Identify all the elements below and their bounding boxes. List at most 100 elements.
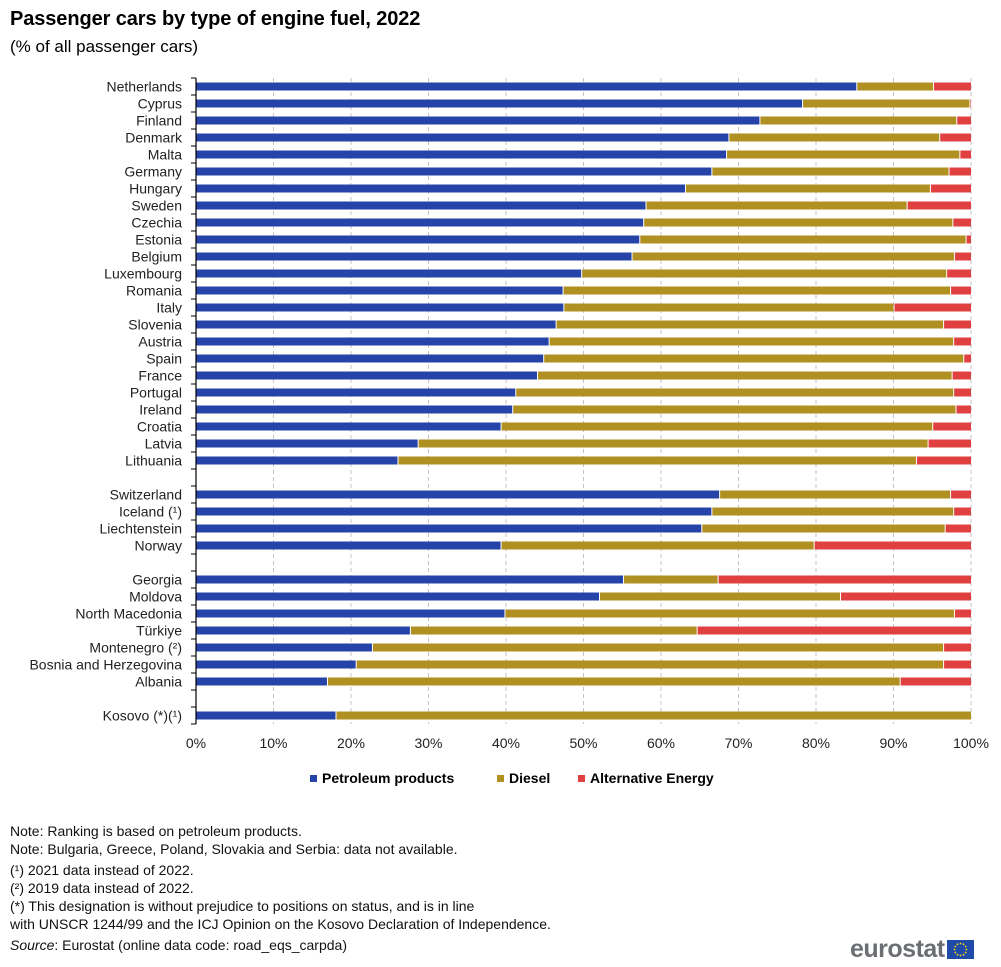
bar-alternative-energy [960, 150, 971, 159]
category-label: Italy [156, 300, 182, 316]
bar-diesel [501, 541, 814, 550]
bar-diesel [327, 677, 900, 686]
bar-alternative-energy [814, 541, 971, 550]
category-label: Denmark [125, 130, 183, 146]
flag-star [965, 948, 968, 951]
category-label: Iceland (¹) [119, 504, 182, 520]
note-missing: Note: Bulgaria, Greece, Poland, Slovakia… [10, 841, 458, 857]
category-label: Montenegro (²) [89, 640, 182, 656]
x-tick-label: 30% [414, 735, 442, 751]
bar-diesel [720, 490, 951, 499]
x-tick-label: 60% [647, 735, 675, 751]
bar-diesel [336, 711, 971, 720]
bars [196, 82, 971, 720]
eurostat-logo: eurostat [850, 935, 974, 964]
legend-swatch-petroleum [310, 774, 317, 782]
bar-petroleum-products [196, 252, 632, 261]
bar-petroleum-products [196, 82, 857, 91]
bar-petroleum-products [196, 116, 760, 125]
category-label: Sweden [131, 198, 182, 214]
category-label: Czechia [131, 215, 182, 231]
category-label: Hungary [129, 181, 182, 197]
category-label: Liechtenstein [99, 521, 182, 537]
bar-petroleum-products [196, 643, 372, 652]
bar-petroleum-products [196, 439, 418, 448]
bar-petroleum-products [196, 660, 356, 669]
category-label: Netherlands [107, 79, 183, 95]
bar-petroleum-products [196, 609, 505, 618]
notes: Note: Ranking is based on petroleum prod… [10, 822, 551, 954]
legend-swatch-alternative [578, 774, 585, 782]
category-label: Latvia [145, 436, 183, 452]
bar-diesel [505, 609, 954, 618]
bar-petroleum-products [196, 524, 702, 533]
bar-alternative-energy [930, 184, 971, 193]
category-label: Slovenia [128, 317, 182, 333]
bar-diesel [410, 626, 697, 635]
bar-diesel [372, 643, 944, 652]
flag-star [964, 951, 967, 954]
bar-diesel [556, 320, 944, 329]
bar-diesel [686, 184, 930, 193]
flag-star [962, 943, 965, 946]
bar-petroleum-products [196, 592, 599, 601]
bar-petroleum-products [196, 184, 686, 193]
bar-alternative-energy [954, 609, 971, 618]
category-labels: NetherlandsCyprusFinlandDenmarkMaltaGerm… [29, 79, 183, 724]
x-tick-label: 10% [259, 735, 287, 751]
bar-petroleum-products [196, 286, 563, 295]
bar-diesel [640, 235, 966, 244]
category-label: Romania [126, 283, 182, 299]
bar-alternative-energy [894, 303, 971, 312]
x-tick-label: 90% [879, 735, 907, 751]
bar-petroleum-products [196, 575, 624, 584]
bar-diesel [712, 507, 954, 516]
bar-petroleum-products [196, 235, 640, 244]
bar-petroleum-products [196, 541, 501, 550]
category-label: Luxembourg [104, 266, 182, 282]
bar-petroleum-products [196, 269, 582, 278]
bar-petroleum-products [196, 337, 549, 346]
bar-diesel [644, 218, 953, 227]
bar-petroleum-products [196, 371, 537, 380]
category-label: Norway [135, 538, 182, 554]
flag-star [954, 951, 956, 954]
bar-diesel [760, 116, 957, 125]
note-ranking: Note: Ranking is based on petroleum prod… [10, 823, 302, 839]
bar-diesel [803, 99, 970, 108]
bar-diesel [356, 660, 944, 669]
bar-diesel [646, 201, 907, 210]
y-axis [191, 77, 197, 725]
bar-diesel [418, 439, 928, 448]
bar-alternative-energy [957, 116, 971, 125]
category-label: Spain [146, 351, 182, 367]
bar-diesel [857, 82, 934, 91]
bar-alternative-energy [718, 575, 971, 584]
bar-petroleum-products [196, 99, 803, 108]
bar-petroleum-products [196, 133, 729, 142]
bar-diesel [729, 133, 940, 142]
logo-text: eurostat [850, 935, 945, 963]
bar-petroleum-products [196, 218, 644, 227]
bar-alternative-energy [951, 490, 971, 499]
bar-alternative-energy [934, 82, 971, 91]
bar-petroleum-products [196, 490, 720, 499]
chart-subtitle: (% of all passenger cars) [10, 37, 199, 56]
bar-alternative-energy [945, 524, 971, 533]
bar-petroleum-products [196, 201, 646, 210]
x-tick-label: 100% [953, 735, 989, 751]
flag-star [959, 954, 962, 957]
bar-alternative-energy [951, 286, 971, 295]
category-label: Cyprus [138, 96, 182, 112]
category-label: Belgium [131, 249, 182, 265]
bar-diesel [516, 388, 954, 397]
bar-petroleum-products [196, 167, 712, 176]
flag-star [956, 943, 959, 946]
category-label: Moldova [129, 589, 182, 605]
bar-diesel [582, 269, 947, 278]
category-label: Türkiye [136, 623, 182, 639]
category-label: Kosovo (*)(¹) [103, 708, 182, 724]
category-label: Germany [124, 164, 182, 180]
chart-title: Passenger cars by type of engine fuel, 2… [10, 8, 421, 30]
bar-diesel [549, 337, 954, 346]
